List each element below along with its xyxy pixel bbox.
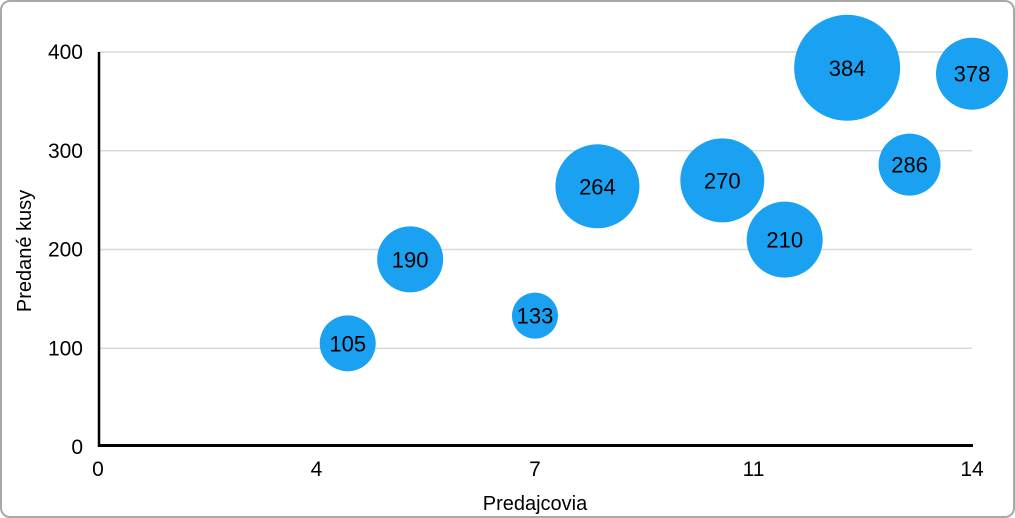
bubble-label: 286 (891, 153, 928, 178)
bubbles: 105 190 133 264 270 210 384 286 378 (319, 14, 1008, 372)
x-tick-label: 11 (743, 458, 765, 481)
bubble[interactable] (746, 201, 823, 278)
tick-labels: 0 100 200 300 400 0 4 7 11 14 (48, 41, 984, 481)
axes (97, 52, 973, 447)
bubble[interactable] (794, 14, 901, 121)
y-tick-label: 0 (71, 436, 83, 459)
bubble[interactable] (555, 144, 640, 229)
bubble[interactable] (936, 37, 1008, 110)
x-tick-label: 0 (92, 458, 104, 481)
bubble-label: 210 (766, 228, 803, 253)
x-tick-label: 7 (529, 458, 541, 481)
x-tick-label: 14 (960, 458, 984, 481)
bubble[interactable] (512, 292, 558, 339)
y-tick-label: 200 (48, 239, 83, 262)
bubble[interactable] (878, 133, 941, 196)
x-tick-label: 4 (311, 458, 323, 481)
bubble-label: 133 (517, 304, 554, 329)
bubble[interactable] (680, 138, 765, 223)
y-axis-title: Predané kusy (14, 190, 36, 312)
bubble-label: 190 (392, 247, 429, 272)
bubble-label: 105 (329, 331, 366, 356)
bubble[interactable] (319, 315, 376, 372)
bubble-label: 378 (954, 62, 991, 87)
y-tick-label: 300 (48, 140, 83, 163)
x-axis-title: Predajcovia (483, 493, 588, 515)
y-tick-label: 100 (48, 337, 83, 360)
bubble-label: 384 (829, 56, 866, 81)
bubble[interactable] (377, 226, 444, 293)
bubble-label: 264 (579, 174, 616, 199)
bubble-label: 270 (704, 168, 741, 193)
y-tick-label: 400 (48, 41, 83, 64)
